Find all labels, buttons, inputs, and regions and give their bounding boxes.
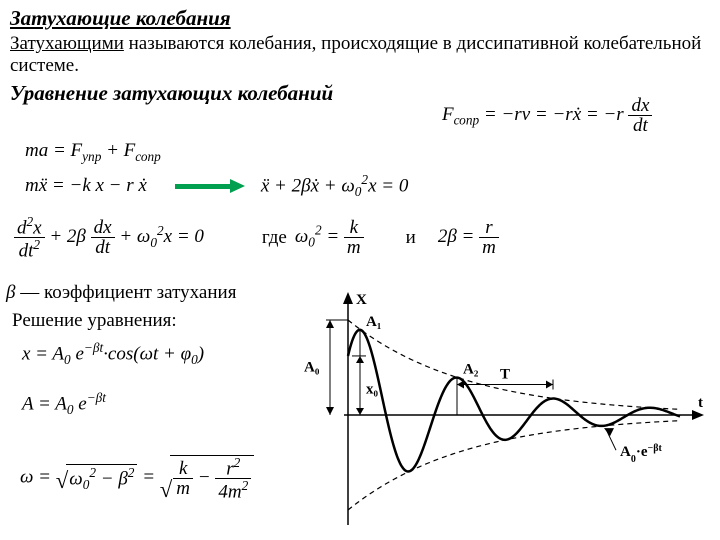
row-full: d2xdt2 + 2β dxdt + ω02x = 0 где ω02 = km… (14, 215, 499, 261)
eq-w0: ω02 = km (295, 218, 364, 257)
eq-full: d2xdt2 + 2β dxdt + ω02x = 0 (14, 215, 204, 261)
arrow-icon (175, 179, 245, 193)
eq-ma: ma = Fупр + Fсопр (25, 140, 161, 165)
beta-text: β — коэффициент затухания (6, 282, 236, 304)
svg-text:t: t (698, 395, 703, 411)
eq-x: x = A0 e−βt·cos(ωt + φ0) (22, 340, 204, 368)
eq-fsopr: Fсопр = −rv = −rẋ = −r dxdt (442, 96, 652, 135)
eq-mxx: mẍ = −k x − r ẋ (25, 175, 147, 197)
and: и (398, 227, 424, 249)
page-title: Затухающие колебания (10, 6, 710, 31)
def-underlined: Затухающими (10, 33, 124, 54)
svg-text:A₁: A₁ (366, 314, 381, 330)
solution-text: Решение уравнения: (12, 310, 177, 332)
definition: Затухающими называются колебания, происх… (10, 33, 710, 77)
svg-text:A₀: A₀ (304, 360, 320, 376)
damped-oscillation-chart: Xt A₀ x₀ A₁ A₂ T A0·e−βt (300, 290, 710, 530)
svg-text:X: X (356, 292, 367, 308)
eq-A: A = A0 e−βt (22, 390, 106, 418)
svg-text:A₂: A₂ (463, 362, 479, 378)
eq-omega: ω = √ω02 − β2 = √ km − r24m2 (20, 455, 254, 502)
svg-text:A0·e−βt: A0·e−βt (620, 443, 662, 465)
eq-2beta: 2β = rm (438, 218, 499, 257)
eq-canon: ẍ + 2βẋ + ω02x = 0 (261, 172, 409, 200)
row-mxx: mẍ = −k x − r ẋ ẍ + 2βẋ + ω02x = 0 (25, 172, 408, 200)
where: где (254, 227, 295, 249)
svg-text:T: T (500, 367, 510, 383)
svg-text:x₀: x₀ (366, 381, 379, 397)
